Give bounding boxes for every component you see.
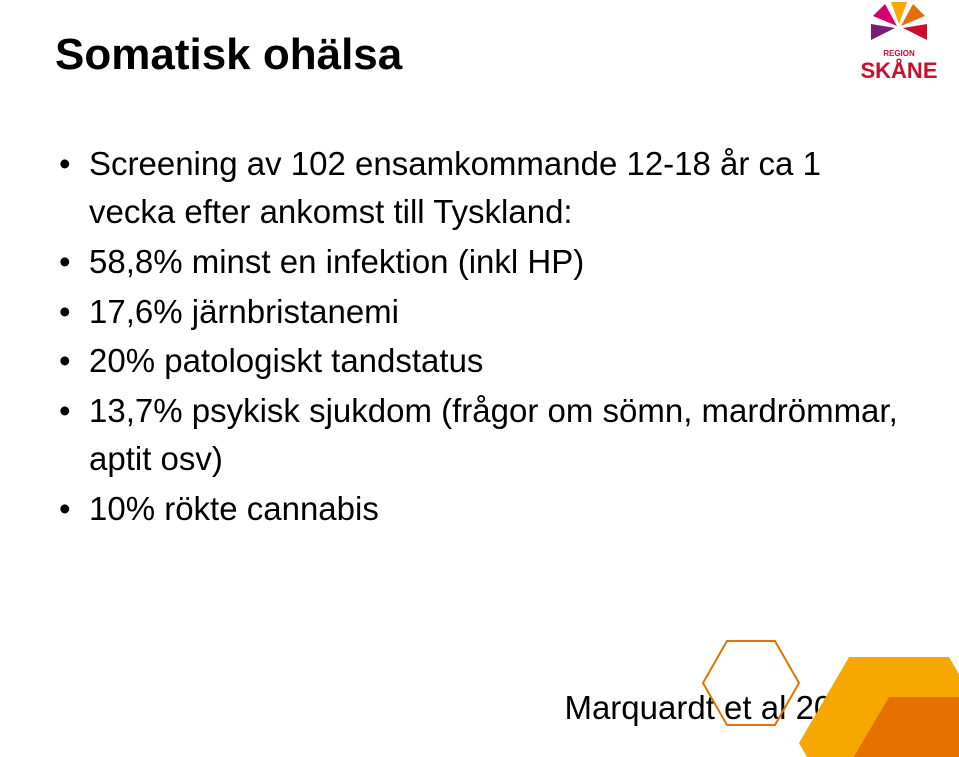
bullet-item: 17,6% järnbristanemi bbox=[55, 288, 904, 336]
bullet-item: 13,7% psykisk sjukdom (frågor om sömn, m… bbox=[55, 387, 904, 483]
hexagon-decoration bbox=[689, 587, 959, 757]
slide-title: Somatisk ohälsa bbox=[55, 30, 904, 80]
bullet-item: 10% rökte cannabis bbox=[55, 485, 904, 533]
region-skane-logo: REGION SKÅNE bbox=[839, 0, 959, 90]
citation: Marquardt et al 2015 bbox=[564, 689, 869, 727]
logo-label: SKÅNE bbox=[860, 57, 937, 83]
bullet-item: 20% patologiskt tandstatus bbox=[55, 337, 904, 385]
logo-sublabel: REGION bbox=[883, 49, 915, 58]
bullet-list: Screening av 102 ensamkommande 12-18 år … bbox=[55, 140, 904, 533]
bullet-item: Screening av 102 ensamkommande 12-18 år … bbox=[55, 140, 904, 236]
bullet-item: 58,8% minst en infektion (inkl HP) bbox=[55, 238, 904, 286]
slide: REGION SKÅNE Somatisk ohälsa Screening a… bbox=[0, 0, 959, 757]
